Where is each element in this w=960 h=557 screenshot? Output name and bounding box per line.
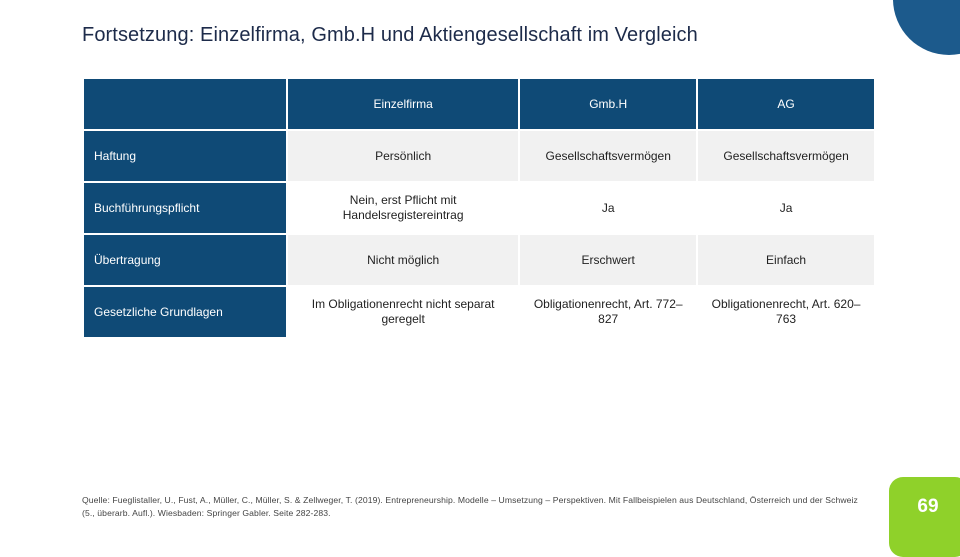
row-header-gesetzliche-grundlagen: Gesetzliche Grundlagen <box>84 287 286 337</box>
table-cell: Einfach <box>698 235 874 285</box>
table-cell: Obligationenrecht, Art. 620–763 <box>698 287 874 337</box>
table-cell: Ja <box>698 183 874 233</box>
table-cell: Gesellschaftsvermögen <box>698 131 874 181</box>
table-cell: Gesellschaftsvermögen <box>520 131 697 181</box>
table-cell: Erschwert <box>520 235 697 285</box>
table-cell: Nicht möglich <box>288 235 519 285</box>
column-header-ag: AG <box>698 79 874 129</box>
table-row: Übertragung Nicht möglich Erschwert Einf… <box>84 235 874 285</box>
comparison-table: Einzelfirma Gmb.H AG Haftung Persönlich … <box>82 77 876 339</box>
column-header-einzelfirma: Einzelfirma <box>288 79 519 129</box>
table-row: Gesetzliche Grundlagen Im Obligationenre… <box>84 287 874 337</box>
row-header-uebertragung: Übertragung <box>84 235 286 285</box>
source-citation: Quelle: Fueglistaller, U., Fust, A., Mül… <box>82 495 858 518</box>
page-number: 69 <box>917 496 939 517</box>
table-cell: Ja <box>520 183 697 233</box>
table-corner-cell <box>84 79 286 129</box>
table-cell: Persönlich <box>288 131 519 181</box>
table-cell: Im Obligationenrecht nicht separat gereg… <box>288 287 519 337</box>
table-cell: Nein, erst Pflicht mit Handelsregisterei… <box>288 183 519 233</box>
table-cell: Obligationenrecht, Art. 772–827 <box>520 287 697 337</box>
column-header-gmbh: Gmb.H <box>520 79 697 129</box>
decorative-corner-circle <box>893 0 960 55</box>
slide-title: Fortsetzung: Einzelfirma, Gmb.H und Akti… <box>82 24 698 46</box>
row-header-buchfuehrungspflicht: Buchführungspflicht <box>84 183 286 233</box>
table-header-row: Einzelfirma Gmb.H AG <box>84 79 874 129</box>
table-row: Buchführungspflicht Nein, erst Pflicht m… <box>84 183 874 233</box>
row-header-haftung: Haftung <box>84 131 286 181</box>
table-row: Haftung Persönlich Gesellschaftsvermögen… <box>84 131 874 181</box>
